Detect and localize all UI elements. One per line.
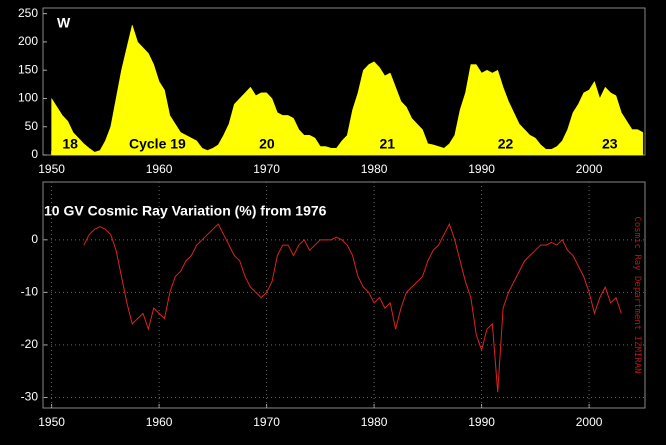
y-tick-label: -30: [21, 390, 39, 404]
chart-title: W: [57, 15, 71, 31]
y-tick-label: -10: [21, 285, 39, 299]
x-tick-label: 1950: [38, 415, 65, 429]
x-tick-label: 1990: [468, 415, 495, 429]
x-tick-label: 1980: [361, 162, 388, 176]
annotation: 18: [62, 136, 78, 152]
annotation: 21: [379, 136, 395, 152]
x-tick-label: 1960: [146, 415, 173, 429]
y-tick-label: 200: [18, 34, 38, 48]
y-tick-label: 100: [18, 91, 38, 105]
x-tick-label: 1980: [361, 415, 388, 429]
annotation: Cosmic Ray Department IZMIRAN: [632, 216, 642, 373]
y-tick-label: 250: [18, 6, 38, 20]
annotation: 22: [498, 136, 514, 152]
y-tick-label: 0: [31, 232, 38, 246]
annotation: 20: [259, 136, 275, 152]
y-tick-label: -20: [21, 337, 39, 351]
x-tick-label: 1970: [253, 162, 280, 176]
x-tick-label: 1950: [38, 162, 65, 176]
y-tick-label: 0: [31, 147, 38, 161]
annotation: 23: [602, 136, 618, 152]
plot-frame: [42, 181, 646, 409]
annotation: Cycle 19: [129, 136, 186, 152]
x-tick-label: 1960: [146, 162, 173, 176]
y-tick-label: 50: [25, 119, 39, 133]
x-tick-label: 2000: [576, 415, 603, 429]
x-tick-label: 2000: [576, 162, 603, 176]
x-tick-label: 1990: [468, 162, 495, 176]
y-tick-label: 150: [18, 62, 38, 76]
area: [51, 24, 644, 156]
line: [83, 222, 622, 393]
x-tick-label: 1970: [253, 415, 280, 429]
chart-title: 10 GV Cosmic Ray Variation (%) from 1976: [44, 203, 327, 219]
